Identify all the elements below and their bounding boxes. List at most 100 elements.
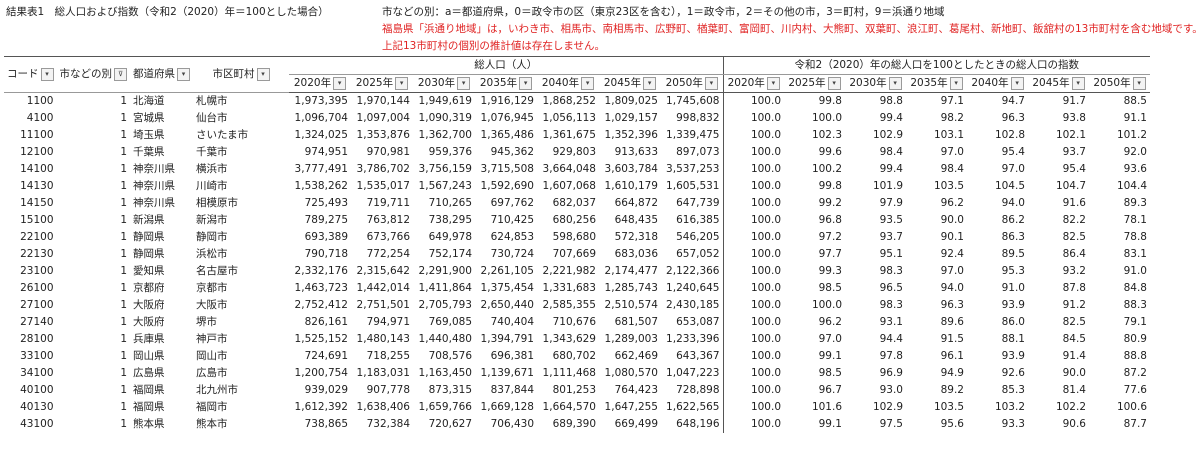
cell-population: 696,381	[490, 350, 534, 362]
filter-dropdown-icon[interactable]: ▾	[581, 76, 595, 90]
filter-dropdown-icon[interactable]: ▾	[1010, 76, 1024, 90]
cell-population: 2,751,501	[356, 299, 410, 311]
cell-population: 681,507	[614, 316, 658, 328]
cell-index: 100.0	[722, 127, 784, 144]
cell-population: 1,240,645	[666, 282, 720, 294]
cell-code: 12100	[20, 146, 54, 158]
cell-category: 1	[120, 248, 127, 260]
cell-population: 1,163,450	[418, 367, 472, 379]
cell-index: 93.7	[879, 231, 903, 243]
year-header-pop-0[interactable]: 2020年 ▾	[289, 74, 351, 93]
cell-population: 680,256	[552, 214, 596, 226]
col-header-city[interactable]: 市区町村 ▾	[193, 56, 289, 93]
year-header-pop-3[interactable]: 2035年 ▾	[475, 74, 537, 93]
table-row: 22130 1 静岡県 浜松市 790,718 772,254 752,174 730,724…	[4, 246, 1150, 263]
col-header-code[interactable]: コード ▾	[4, 56, 57, 93]
table-row: 40100 1 福岡県 北九州市 939,029 907,778 873,315 837,84…	[4, 382, 1150, 399]
cell-population: 710,676	[552, 316, 596, 328]
cell-population: 1,324,025	[294, 129, 348, 141]
cell-population: 1,567,243	[418, 180, 472, 192]
year-header-idx-6[interactable]: 2050年 ▾	[1089, 74, 1150, 93]
cell-index: 97.8	[879, 350, 903, 362]
year-header-idx-3[interactable]: 2035年 ▾	[906, 74, 967, 93]
cell-index: 82.2	[1062, 214, 1086, 226]
cell-index: 91.4	[1062, 350, 1086, 362]
filter-dropdown-icon[interactable]: ▾	[888, 76, 902, 90]
cell-index: 96.9	[879, 367, 903, 379]
year-header-idx-0[interactable]: 2020年 ▾	[722, 74, 784, 93]
year-header-idx-5[interactable]: 2045年 ▾	[1028, 74, 1089, 93]
cell-population: 1,352,396	[604, 129, 658, 141]
year-header-pop-6[interactable]: 2050年 ▾	[661, 74, 723, 93]
cell-population: 693,389	[304, 231, 348, 243]
cell-index: 85.3	[1001, 384, 1025, 396]
cell-index: 90.0	[1062, 367, 1086, 379]
filter-dropdown-icon[interactable]: ▾	[704, 76, 718, 90]
filter-dropdown-icon[interactable]: ▾	[827, 76, 841, 90]
cell-index: 99.4	[879, 163, 903, 175]
cell-category: 1	[120, 418, 127, 430]
filter-dropdown-icon[interactable]: ▾	[177, 67, 190, 81]
cell-index: 86.4	[1062, 248, 1086, 260]
year-header-pop-4[interactable]: 2040年 ▾	[537, 74, 599, 93]
filter-dropdown-icon[interactable]: ▾	[643, 76, 657, 90]
filter-dropdown-icon[interactable]: ▾	[333, 76, 347, 90]
cell-city: 神戸市	[196, 333, 228, 345]
filter-dropdown-icon[interactable]: ▾	[949, 76, 963, 90]
year-header-pop-5[interactable]: 2045年 ▾	[599, 74, 661, 93]
cell-index: 88.8	[1123, 350, 1147, 362]
cell-index: 93.1	[879, 316, 903, 328]
filter-dropdown-icon[interactable]: ▾	[40, 67, 54, 81]
cell-population: 3,777,491	[294, 163, 348, 175]
year-header-pop-2[interactable]: 2030年 ▾	[413, 74, 475, 93]
cell-index: 78.8	[1123, 231, 1147, 243]
cell-population: 719,711	[366, 197, 410, 209]
filter-dropdown-icon[interactable]: ▾	[766, 76, 780, 90]
table-row: 27140 1 大阪府 堺市 826,161 794,971 769,085 740,404 7…	[4, 314, 1150, 331]
cell-prefecture: 埼玉県	[133, 129, 165, 141]
cell-code: 34100	[20, 367, 54, 379]
filter-dropdown-icon[interactable]: ▾	[1071, 76, 1085, 90]
cell-category: 1	[120, 214, 127, 226]
col-header-category[interactable]: 市などの別 ⊽	[56, 56, 130, 93]
cell-population: 3,664,048	[542, 163, 596, 175]
cell-category: 1	[120, 350, 127, 362]
cell-index: 89.6	[940, 316, 964, 328]
filter-dropdown-icon[interactable]: ▾	[519, 76, 533, 90]
cell-index: 96.8	[818, 214, 842, 226]
cell-index: 103.1	[933, 129, 964, 141]
cell-population: 3,537,253	[666, 163, 720, 175]
col-header-prefecture[interactable]: 都道府県 ▾	[130, 56, 193, 93]
cell-population: 546,205	[676, 231, 720, 243]
cell-index: 93.3	[1001, 418, 1025, 430]
filter-dropdown-icon[interactable]: ▾	[457, 76, 471, 90]
cell-index: 94.0	[940, 282, 964, 294]
cell-index: 94.9	[940, 367, 964, 379]
filter-active-icon[interactable]: ⊽	[114, 67, 127, 81]
cell-index: 79.1	[1123, 316, 1147, 328]
cell-index: 97.0	[1001, 163, 1025, 175]
cell-population: 837,844	[490, 384, 534, 396]
filter-dropdown-icon[interactable]: ▾	[395, 76, 409, 90]
cell-city: さいたま市	[196, 129, 249, 141]
year-header-idx-4[interactable]: 2040年 ▾	[967, 74, 1028, 93]
filter-dropdown-icon[interactable]: ▾	[256, 67, 270, 81]
cell-population: 1,592,690	[480, 180, 534, 192]
year-header-idx-1[interactable]: 2025年 ▾	[784, 74, 845, 93]
cell-population: 2,122,366	[666, 265, 720, 277]
cell-index: 99.8	[818, 180, 842, 192]
cell-category: 1	[120, 129, 127, 141]
cell-code: 22100	[20, 231, 54, 243]
cell-population: 738,295	[428, 214, 472, 226]
filter-dropdown-icon[interactable]: ▾	[1132, 76, 1146, 90]
cell-index: 100.0	[722, 331, 784, 348]
cell-population: 1,809,025	[604, 95, 658, 107]
cell-prefecture: 静岡県	[133, 231, 165, 243]
cell-population: 1,916,129	[480, 95, 534, 107]
cell-index: 100.0	[811, 112, 842, 124]
year-header-pop-1[interactable]: 2025年 ▾	[351, 74, 413, 93]
year-header-idx-2[interactable]: 2030年 ▾	[845, 74, 906, 93]
cell-code: 27140	[20, 316, 54, 328]
cell-code: 14130	[20, 180, 54, 192]
cell-population: 669,499	[614, 418, 658, 430]
